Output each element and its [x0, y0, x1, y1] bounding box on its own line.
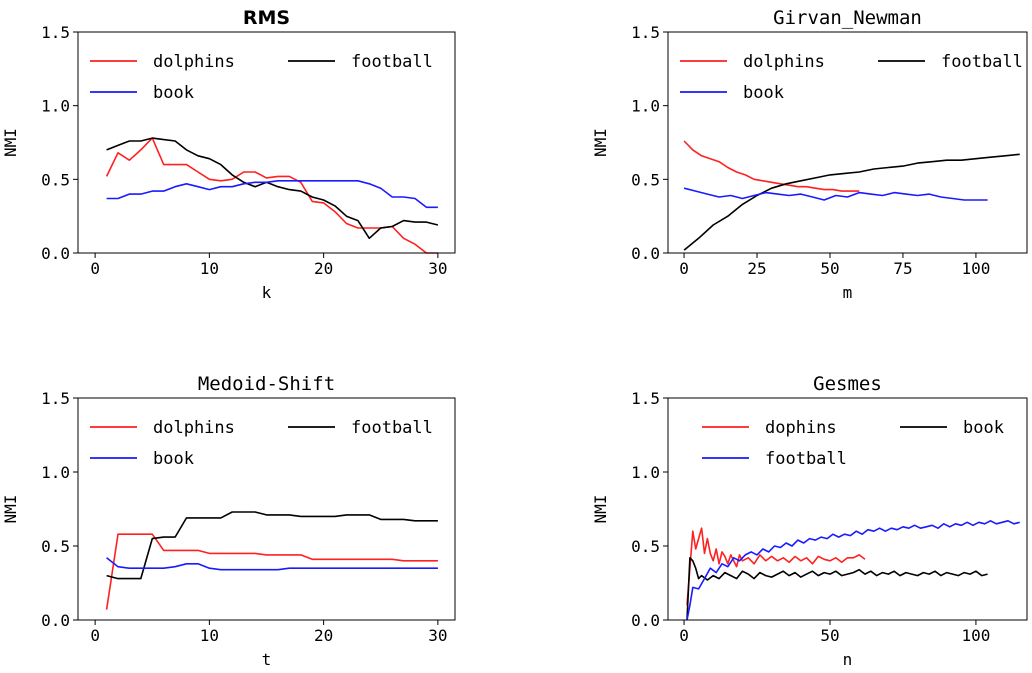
x-tick-label: 0	[679, 626, 689, 645]
x-tick-label: 25	[747, 259, 766, 278]
y-tick-label: 0.5	[41, 537, 70, 556]
chart-title: Girvan_Newman	[773, 7, 922, 29]
series-line-book	[683, 187, 988, 201]
y-tick-label: 0.5	[631, 537, 660, 556]
y-tick-label: 1.5	[41, 23, 70, 42]
series-line-football	[683, 153, 1020, 251]
x-tick-label: 20	[314, 259, 333, 278]
x-tick-label: 30	[428, 259, 447, 278]
x-tick-label: 100	[961, 626, 990, 645]
legend-label-dolphins: dolphins	[153, 52, 235, 72]
series-line-football	[686, 519, 1020, 621]
y-axis-label: NMI	[1, 128, 20, 157]
legend-label-book: book	[153, 449, 194, 469]
x-axis-label: t	[262, 650, 272, 669]
x-tick-label: 100	[961, 259, 990, 278]
plot-frame	[77, 397, 456, 621]
x-axis-label: k	[262, 283, 272, 302]
series-line-football	[106, 137, 439, 240]
y-tick-label: 1.5	[631, 389, 660, 408]
plot-frame	[77, 31, 456, 254]
legend-label-dophins: dophins	[765, 418, 837, 438]
x-tick-label: 20	[314, 626, 333, 645]
x-tick-label: 50	[820, 626, 839, 645]
y-tick-label: 0.0	[41, 611, 70, 630]
chart-3: Gesmes 0 50 100 0.0 0.5 1.0 1.5 n NMI dophins book f…	[591, 373, 1028, 669]
x-tick-label: 0	[90, 626, 100, 645]
legend-label-dolphins: dolphins	[153, 418, 235, 438]
x-tick-label: 50	[820, 259, 839, 278]
x-tick-label: 0	[90, 259, 100, 278]
chart-0: RMS 0 10 20 30 0.0 0.5 1.0 1.5 k NMI dolphins footba…	[1, 7, 456, 302]
x-axis-label: n	[843, 650, 853, 669]
x-tick-label: 75	[893, 259, 912, 278]
x-axis-label: m	[843, 283, 853, 302]
y-tick-label: 1.5	[631, 23, 660, 42]
y-tick-label: 1.0	[631, 463, 660, 482]
x-tick-label: 10	[200, 626, 219, 645]
legend-label-dolphins: dolphins	[743, 52, 825, 72]
chart-1: Girvan_Newman 0 25 50 75 100 0.0 0.5 1.0 1.5 m NMI d…	[591, 7, 1028, 302]
y-tick-label: 1.0	[41, 97, 70, 116]
plot-frame	[667, 397, 1028, 621]
y-tick-label: 1.0	[631, 97, 660, 116]
legend-label-football: football	[765, 449, 847, 469]
legend-label-book: book	[963, 418, 1004, 438]
y-tick-label: 0.5	[631, 170, 660, 189]
y-tick-label: 0.0	[41, 244, 70, 263]
series-line-book	[106, 180, 438, 209]
x-tick-label: 10	[200, 259, 219, 278]
series-line-dolphins	[105, 533, 438, 610]
series-line-dolphins	[105, 137, 438, 254]
series-line-football	[106, 511, 438, 580]
chart-2: Medoid-Shift 0 10 20 30 0.0 0.5 1.0 1.5 t NMI dolph…	[1, 373, 456, 669]
legend-label-football: football	[351, 418, 433, 438]
series-line-dophins	[686, 527, 866, 606]
x-tick-label: 30	[428, 626, 447, 645]
series-line-dolphins	[683, 140, 860, 192]
legend-label-book: book	[743, 83, 784, 103]
y-axis-label: NMI	[591, 495, 610, 524]
y-tick-label: 1.5	[41, 389, 70, 408]
y-axis-label: NMI	[1, 495, 20, 524]
legend-label-football: football	[351, 52, 433, 72]
y-tick-label: 1.0	[41, 463, 70, 482]
y-tick-label: 0.0	[631, 244, 660, 263]
chart-title: Gesmes	[813, 373, 882, 395]
plot-frame	[667, 31, 1028, 254]
x-tick-label: 0	[679, 259, 689, 278]
chart-title: Medoid-Shift	[198, 373, 335, 395]
y-axis-label: NMI	[591, 128, 610, 157]
y-tick-label: 0.0	[631, 611, 660, 630]
y-tick-label: 0.5	[41, 170, 70, 189]
legend-label-book: book	[153, 83, 194, 103]
legend-label-football: football	[941, 52, 1023, 72]
series-line-book	[106, 557, 438, 571]
series-line-book	[686, 556, 988, 621]
chart-title: RMS	[243, 7, 290, 29]
